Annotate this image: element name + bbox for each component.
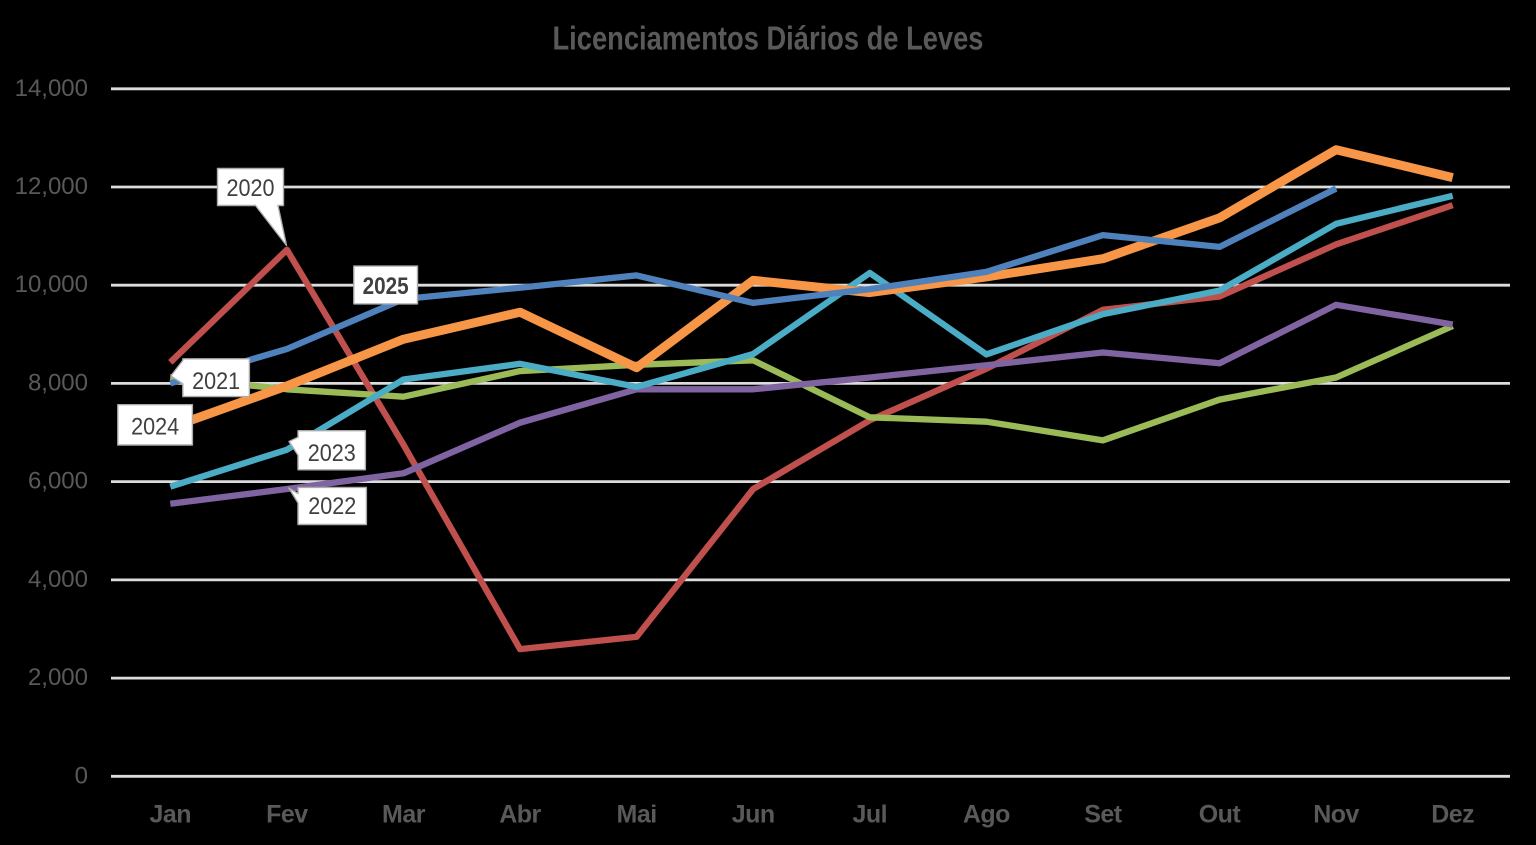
svg-text:Jul: Jul xyxy=(852,801,887,829)
svg-text:Licenciamentos Diários de Leve: Licenciamentos Diários de Leves xyxy=(553,19,984,56)
svg-text:2021: 2021 xyxy=(192,368,240,395)
svg-text:Set: Set xyxy=(1084,801,1123,829)
svg-text:2,000: 2,000 xyxy=(28,664,88,691)
svg-text:10,000: 10,000 xyxy=(15,271,88,298)
svg-text:Fev: Fev xyxy=(266,801,308,829)
svg-text:6,000: 6,000 xyxy=(28,468,88,495)
svg-text:2022: 2022 xyxy=(308,493,356,520)
svg-text:2020: 2020 xyxy=(227,175,275,202)
svg-text:Dez: Dez xyxy=(1431,801,1474,829)
svg-text:4,000: 4,000 xyxy=(28,566,88,593)
svg-text:Jun: Jun xyxy=(732,801,775,829)
svg-text:Out: Out xyxy=(1199,801,1242,829)
svg-text:Mar: Mar xyxy=(382,801,426,829)
svg-text:0: 0 xyxy=(75,762,88,789)
svg-text:Ago: Ago xyxy=(963,801,1010,829)
svg-text:8,000: 8,000 xyxy=(28,369,88,396)
svg-text:12,000: 12,000 xyxy=(15,173,88,200)
svg-text:Nov: Nov xyxy=(1313,801,1359,829)
svg-text:2025: 2025 xyxy=(363,273,409,300)
svg-text:14,000: 14,000 xyxy=(15,75,88,102)
svg-text:2024: 2024 xyxy=(131,413,179,440)
svg-text:2023: 2023 xyxy=(308,440,356,467)
svg-text:Abr: Abr xyxy=(499,801,541,829)
svg-text:Mai: Mai xyxy=(617,801,657,829)
svg-text:Jan: Jan xyxy=(150,801,192,829)
